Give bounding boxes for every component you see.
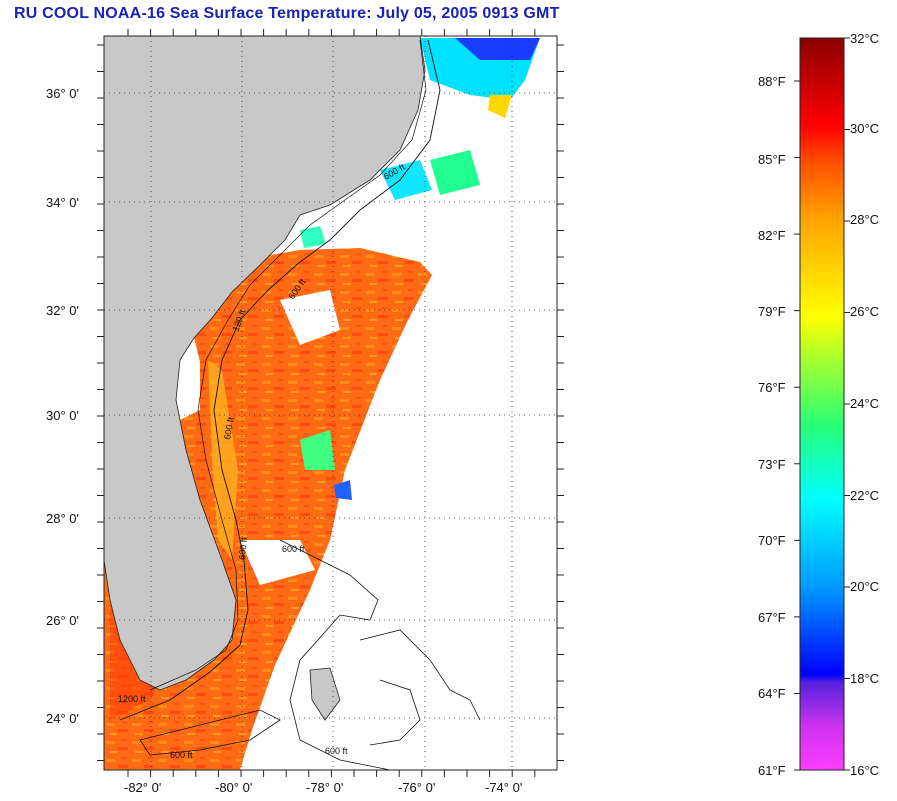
lat-label: 32° 0' bbox=[46, 303, 79, 318]
colorbar-celsius-label: 22°C bbox=[850, 488, 880, 503]
colorbar-fahrenheit-label: 61°F bbox=[758, 763, 786, 778]
contour-label: 600 ft bbox=[222, 416, 236, 440]
contour-label: 600 ft bbox=[170, 750, 193, 760]
lon-label: -76° 0' bbox=[398, 780, 436, 795]
lon-label: -82° 0' bbox=[124, 780, 162, 795]
sst-blue-spot bbox=[334, 480, 352, 500]
sst-green-spot bbox=[300, 430, 335, 470]
colorbar-celsius-label: 20°C bbox=[850, 579, 880, 594]
sst-north-blue bbox=[455, 38, 540, 60]
lon-label: -74° 0' bbox=[485, 780, 523, 795]
sst-mid-cyan bbox=[380, 160, 432, 200]
map-layers bbox=[104, 36, 540, 770]
contour-label: 1200 ft bbox=[118, 694, 146, 704]
lat-label: 34° 0' bbox=[46, 195, 79, 210]
contour-label: 600 ft bbox=[237, 536, 249, 560]
contour-bahamas bbox=[279, 539, 481, 770]
colorbar-fahrenheit-label: 76°F bbox=[758, 380, 786, 395]
colorbar-fahrenheit-label: 88°F bbox=[758, 74, 786, 89]
colorbar-fahrenheit-label: 82°F bbox=[758, 228, 786, 243]
colorbar-fahrenheit-label: 67°F bbox=[758, 610, 786, 625]
colorbar-celsius-label: 28°C bbox=[850, 212, 880, 227]
lon-label: -78° 0' bbox=[306, 780, 344, 795]
lat-label: 28° 0' bbox=[46, 511, 79, 526]
colorbar-fahrenheit-label: 73°F bbox=[758, 457, 786, 472]
colorbar-celsius-label: 26°C bbox=[850, 304, 880, 319]
contour-label: 600 ft bbox=[325, 746, 348, 756]
sst-yellow-band bbox=[208, 360, 238, 560]
map-ticks bbox=[97, 29, 564, 777]
map-frame bbox=[103, 35, 558, 771]
map-grid bbox=[104, 36, 557, 770]
land-us-southeast bbox=[104, 36, 426, 691]
lat-label: 26° 0' bbox=[46, 613, 79, 628]
colorbar-celsius-label: 24°C bbox=[850, 396, 880, 411]
colorbar-fahrenheit-label: 79°F bbox=[758, 304, 786, 319]
colorbar-celsius-label: 30°C bbox=[850, 121, 880, 136]
colorbar-ticks bbox=[794, 37, 850, 771]
sst-cloud-patch-2 bbox=[240, 540, 315, 585]
colorbar-fahrenheit-label: 70°F bbox=[758, 533, 786, 548]
colorbar-celsius-label: 32°C bbox=[850, 31, 880, 46]
sst-north-yellow bbox=[488, 95, 512, 118]
colorbar-fahrenheit-label: 64°F bbox=[758, 686, 786, 701]
land-bahamas bbox=[309, 667, 341, 721]
sst-mid-cyan-2 bbox=[300, 226, 326, 248]
colorbar-celsius-label: 16°C bbox=[850, 763, 880, 778]
lat-label: 30° 0' bbox=[46, 408, 79, 423]
contour-label: 600 ft bbox=[282, 544, 305, 554]
lon-label: -80° 0' bbox=[215, 780, 253, 795]
contour-labels: 600 ft 120 ft 600 ft 600 ft 600 ft 600 f… bbox=[118, 162, 407, 760]
colorbar-celsius-label: 18°C bbox=[850, 671, 880, 686]
lat-label: 24° 0' bbox=[46, 711, 79, 726]
sst-cloud-patch bbox=[280, 290, 340, 345]
contour-600ft bbox=[119, 39, 441, 721]
sst-north-green bbox=[430, 150, 480, 195]
contour-cuba bbox=[139, 709, 281, 756]
contour-120ft bbox=[149, 39, 427, 691]
lat-label: 36° 0' bbox=[46, 86, 79, 101]
colorbar bbox=[799, 37, 845, 771]
colorbar-fahrenheit-label: 85°F bbox=[758, 152, 786, 167]
map-title: RU COOL NOAA-16 Sea Surface Temperature:… bbox=[14, 5, 560, 22]
